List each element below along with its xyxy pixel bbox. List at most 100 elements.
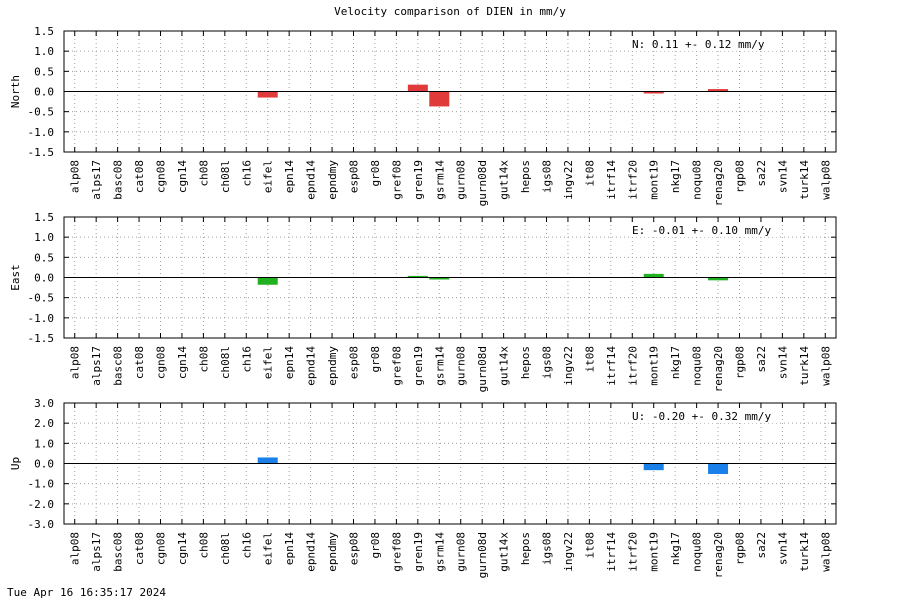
x-tick-label: ch08l (219, 160, 232, 193)
y-tick-label: 0.0 (34, 458, 54, 471)
x-tick-label: basc08 (112, 160, 125, 200)
bar-eifel (257, 91, 278, 98)
x-tick-label: walp08 (819, 532, 832, 572)
x-tick-label: hepos (519, 532, 532, 565)
x-tick-label: eifel (262, 346, 275, 379)
x-tick-label: hepos (519, 346, 532, 379)
x-tick-label: renag20 (712, 346, 725, 392)
x-tick-label: hepos (519, 160, 532, 193)
y-tick-label: 1.5 (34, 211, 54, 224)
annotation-background (630, 223, 780, 237)
x-tick-label: epnd14 (305, 532, 318, 572)
x-tick-label: gurn08d (476, 160, 489, 206)
x-tick-label: gsrm14 (433, 346, 446, 386)
x-tick-label: gref08 (390, 160, 403, 200)
x-tick-label: esp08 (348, 532, 361, 565)
x-tick-label: alps17 (90, 532, 103, 572)
x-tick-label: alps17 (90, 346, 103, 386)
x-tick-label: ch08 (197, 532, 210, 559)
x-tick-label: walp08 (819, 346, 832, 386)
x-tick-label: ch08 (197, 160, 210, 187)
x-tick-label: mont19 (648, 346, 661, 386)
x-tick-label: eifel (262, 532, 275, 565)
bar-eifel (257, 457, 278, 464)
bar-mont19 (643, 463, 664, 471)
x-tick-label: gren19 (412, 532, 425, 572)
bar-mont19 (643, 273, 664, 278)
x-tick-label: cgn08 (155, 346, 168, 379)
x-tick-label: gurn08 (455, 532, 468, 572)
y-tick-label: 0.0 (34, 272, 54, 285)
y-tick-label: 0.0 (34, 86, 54, 99)
x-tick-label: ingv22 (562, 532, 575, 572)
x-tick-label: igs08 (541, 346, 554, 379)
bar-eifel (257, 277, 278, 285)
stats-annotation: E: -0.01 +- 0.10 mm/y (632, 224, 771, 237)
plot-frame (63, 402, 837, 525)
bar-renag20 (708, 463, 729, 474)
x-tick-label: epn14 (283, 532, 296, 565)
bar-renag20 (708, 277, 729, 281)
x-tick-label: esp08 (348, 346, 361, 379)
x-tick-label: eifel (262, 160, 275, 193)
stats-annotation: U: -0.20 +- 0.32 mm/y (632, 410, 771, 423)
y-tick-label: -1.5 (28, 332, 55, 345)
y-axis-label: Up (9, 457, 22, 470)
x-tick-label: basc08 (112, 532, 125, 572)
x-tick-label: noqu08 (691, 532, 704, 572)
x-tick-label: it08 (583, 160, 596, 187)
x-tick-label: noqu08 (691, 346, 704, 386)
bar-renag20 (708, 89, 729, 92)
x-tick-label: ch08 (197, 346, 210, 373)
x-tick-label: svn14 (776, 532, 789, 565)
x-tick-label: cgn14 (176, 532, 189, 565)
x-tick-label: epn14 (283, 346, 296, 379)
x-tick-label: epndmy (326, 532, 339, 572)
x-tick-label: basc08 (112, 346, 125, 386)
x-tick-label: cgn08 (155, 160, 168, 193)
x-tick-label: itrf20 (626, 346, 639, 386)
x-tick-label: gut14x (498, 346, 511, 386)
x-tick-label: svn14 (776, 160, 789, 193)
y-tick-label: 0.5 (34, 65, 54, 78)
x-tick-label: gr08 (369, 160, 382, 187)
x-tick-label: esp08 (348, 160, 361, 193)
x-tick-label: gut14x (498, 160, 511, 200)
x-tick-label: ch16 (240, 532, 253, 559)
x-tick-label: epnd14 (305, 346, 318, 386)
x-tick-label: gr08 (369, 346, 382, 373)
y-tick-label: 1.5 (34, 25, 54, 38)
timestamp: Tue Apr 16 16:35:17 2024 (7, 586, 166, 599)
x-tick-label: itrf20 (626, 532, 639, 572)
x-tick-label: gsrm14 (433, 160, 446, 200)
x-tick-label: alp08 (69, 532, 82, 565)
x-tick-label: renag20 (712, 160, 725, 206)
x-tick-label: turk14 (798, 346, 811, 386)
y-tick-label: 1.0 (34, 231, 54, 244)
x-tick-label: turk14 (798, 160, 811, 200)
x-tick-label: epndmy (326, 160, 339, 200)
y-tick-label: -1.5 (28, 146, 55, 159)
x-tick-label: sa22 (755, 160, 768, 187)
x-tick-label: renag20 (712, 532, 725, 578)
x-tick-label: cgn14 (176, 346, 189, 379)
x-tick-label: cat08 (133, 346, 146, 379)
y-tick-label: -0.5 (28, 292, 55, 305)
y-tick-label: -1.0 (28, 126, 55, 139)
bar-gsrm14 (429, 91, 450, 107)
x-tick-label: epndmy (326, 346, 339, 386)
x-tick-label: gren19 (412, 346, 425, 386)
y-tick-label: -3.0 (28, 518, 55, 531)
y-tick-label: -2.0 (28, 498, 55, 511)
x-tick-label: rgp08 (734, 160, 747, 193)
x-tick-label: nkg17 (669, 346, 682, 379)
bar-gren19 (407, 275, 428, 278)
y-axis-label: East (9, 264, 22, 291)
x-tick-label: gurn08 (455, 346, 468, 386)
x-tick-label: alp08 (69, 160, 82, 193)
annotation-background (630, 409, 780, 423)
x-tick-label: walp08 (819, 160, 832, 200)
x-tick-label: svn14 (776, 346, 789, 379)
x-tick-label: ch08l (219, 346, 232, 379)
